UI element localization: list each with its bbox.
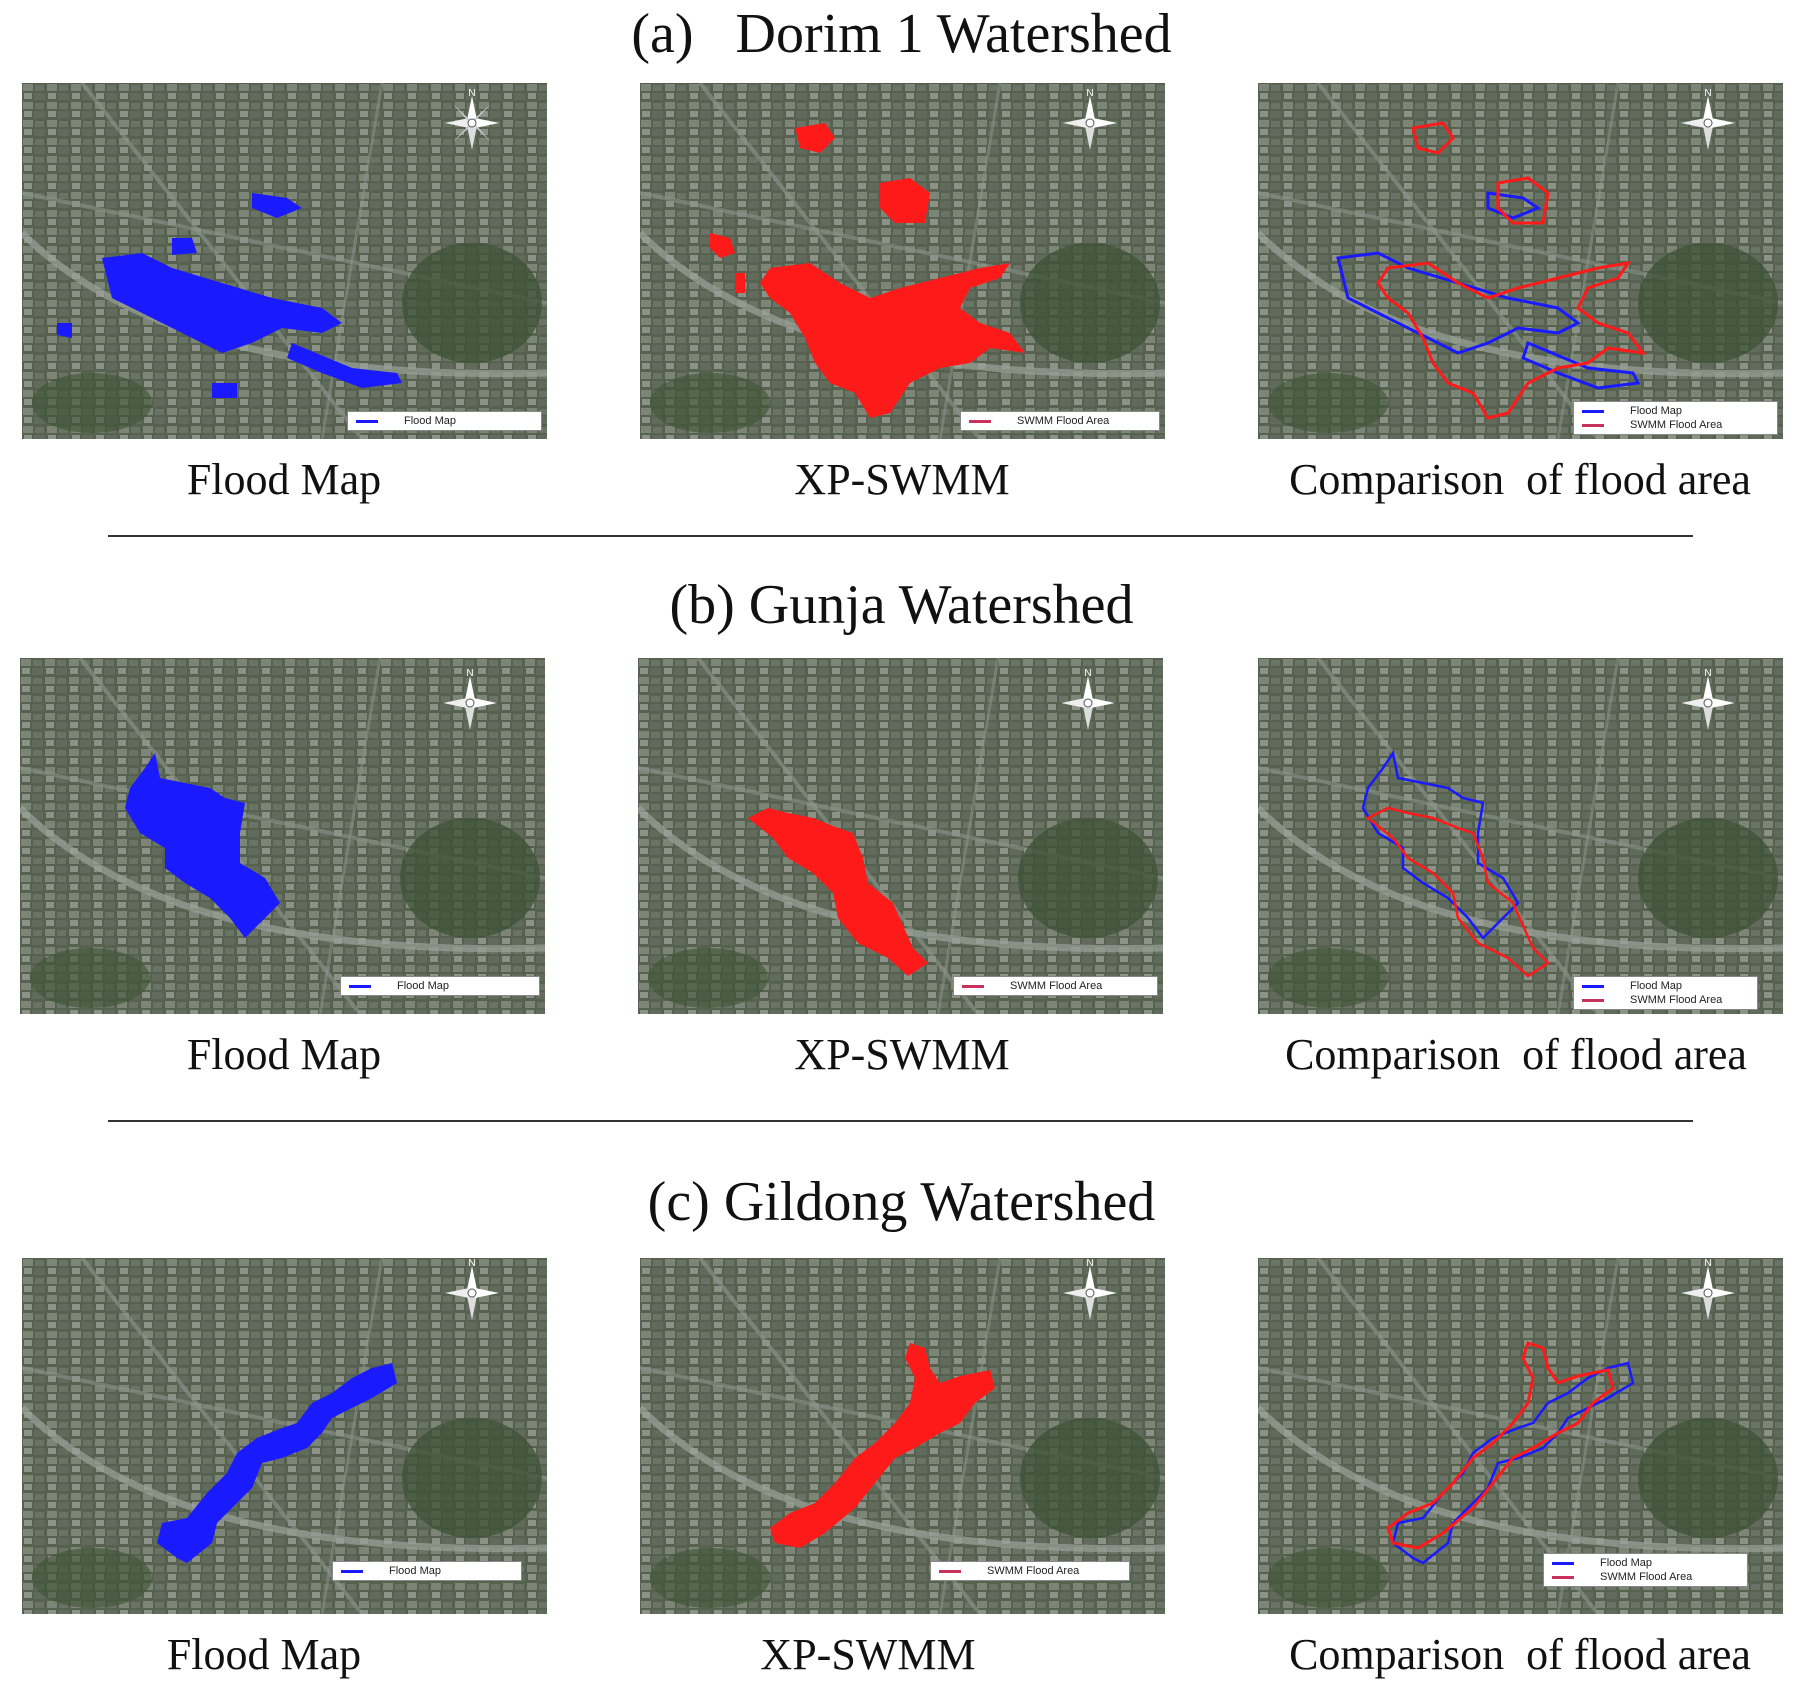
swmm-flood-outline xyxy=(1386,1341,1615,1550)
map-panel-dorim-flood-map: N Flood Map xyxy=(22,83,547,439)
section-title-gildong: (c) Gildong Watershed xyxy=(647,1171,1156,1233)
flood-map-area xyxy=(157,1363,397,1563)
panel-caption: Flood Map xyxy=(186,1030,382,1079)
panel-caption: Flood Map xyxy=(166,1630,362,1679)
legend-label: Flood Map xyxy=(1630,980,1682,992)
legend-label: Flood Map xyxy=(1630,405,1682,417)
panel-caption: Flood Map xyxy=(186,455,382,504)
swmm-flood-outline xyxy=(1365,806,1550,978)
north-arrow-compass-icon: N xyxy=(437,1258,507,1328)
legend-label: Flood Map xyxy=(397,980,449,992)
swmm-flood-area xyxy=(770,1343,995,1548)
section-divider xyxy=(108,535,1693,537)
flood-map-outline xyxy=(1391,1361,1635,1565)
map-panel-gunja-flood-map: N Flood Map xyxy=(20,658,545,1014)
satellite-image xyxy=(1258,1258,1783,1614)
north-arrow-compass-icon: N xyxy=(1673,88,1743,158)
north-arrow-compass-icon: N xyxy=(1053,668,1123,738)
compass-n-label: N xyxy=(468,1258,475,1269)
satellite-image xyxy=(638,658,1163,1014)
swmm-flood-outline xyxy=(1376,121,1647,420)
map-panel-gunja-comparison: N Flood Map SWMM Flood Area xyxy=(1258,658,1783,1014)
panel-caption: Comparison of flood area xyxy=(1289,455,1751,504)
legend-label: SWMM Flood Area xyxy=(987,1565,1080,1577)
map-panel-gildong-xp-swmm: N SWMM Flood Area xyxy=(640,1258,1165,1614)
north-arrow-compass-icon: N xyxy=(1055,88,1125,158)
legend-label: SWMM Flood Area xyxy=(1600,1571,1693,1583)
satellite-image xyxy=(22,1258,547,1614)
section-divider xyxy=(108,1120,1693,1122)
satellite-image xyxy=(640,83,1165,439)
swmm-flood-area xyxy=(748,808,928,976)
flood-map-outline xyxy=(1336,191,1641,390)
compass-n-label: N xyxy=(468,88,475,99)
map-legend: Flood Map SWMM Flood Area xyxy=(1543,1553,1748,1587)
panel-caption: Comparison of flood area xyxy=(1285,1030,1747,1079)
map-panel-gildong-flood-map: N Flood Map xyxy=(22,1258,547,1614)
map-legend: SWMM Flood Area xyxy=(960,411,1160,431)
legend-label: SWMM Flood Area xyxy=(1017,415,1110,427)
map-panel-gunja-xp-swmm: N SWMM Flood Area xyxy=(638,658,1163,1014)
compass-n-label: N xyxy=(1086,1258,1093,1269)
flood-map-area xyxy=(57,193,402,398)
map-legend: Flood Map xyxy=(347,411,542,431)
map-legend: Flood Map xyxy=(340,976,540,996)
north-arrow-compass-icon: N xyxy=(1673,668,1743,738)
map-legend: SWMM Flood Area xyxy=(953,976,1158,996)
compass-n-label: N xyxy=(1084,668,1091,679)
compass-n-label: N xyxy=(1704,1258,1711,1269)
satellite-image xyxy=(1258,658,1783,1014)
map-legend: Flood Map xyxy=(332,1561,522,1581)
panel-caption: XP-SWMM xyxy=(760,1630,976,1679)
satellite-image xyxy=(1258,83,1783,439)
map-legend: Flood Map SWMM Flood Area xyxy=(1573,401,1778,435)
map-legend: SWMM Flood Area xyxy=(930,1561,1130,1581)
north-arrow-compass-icon: N xyxy=(435,668,505,738)
section-title-gunja: (b) Gunja Watershed xyxy=(669,574,1134,636)
map-panel-dorim-comparison: N Flood Map SWMM Flood Area xyxy=(1258,83,1783,439)
map-legend: Flood Map SWMM Flood Area xyxy=(1573,976,1758,1010)
satellite-image xyxy=(20,658,545,1014)
swmm-flood-area xyxy=(710,123,1025,418)
panel-caption: Comparison of flood area xyxy=(1289,1630,1751,1679)
satellite-image xyxy=(640,1258,1165,1614)
compass-n-label: N xyxy=(1704,88,1711,99)
legend-label: Flood Map xyxy=(404,415,456,427)
satellite-image xyxy=(22,83,547,439)
panel-caption: XP-SWMM xyxy=(794,1030,1010,1079)
north-arrow-compass-icon: N xyxy=(1673,1258,1743,1328)
compass-n-label: N xyxy=(1704,668,1711,679)
compass-n-label: N xyxy=(466,668,473,679)
map-panel-gildong-comparison: N Flood Map SWMM Flood Area xyxy=(1258,1258,1783,1614)
legend-label: SWMM Flood Area xyxy=(1630,994,1723,1006)
legend-label: Flood Map xyxy=(1600,1557,1652,1569)
map-panel-dorim-xp-swmm: N SWMM Flood Area xyxy=(640,83,1165,439)
flood-map-area xyxy=(125,753,280,938)
legend-label: SWMM Flood Area xyxy=(1010,980,1103,992)
flood-map-outline xyxy=(1361,749,1520,940)
section-title-dorim: (a) Dorim 1 Watershed xyxy=(631,3,1172,65)
panel-caption: XP-SWMM xyxy=(794,455,1010,504)
legend-label: SWMM Flood Area xyxy=(1630,419,1723,431)
compass-n-label: N xyxy=(1086,88,1093,99)
north-arrow-compass-icon: N xyxy=(1055,1258,1125,1328)
north-arrow-compass-icon: N xyxy=(437,88,507,158)
legend-label: Flood Map xyxy=(389,1565,441,1577)
